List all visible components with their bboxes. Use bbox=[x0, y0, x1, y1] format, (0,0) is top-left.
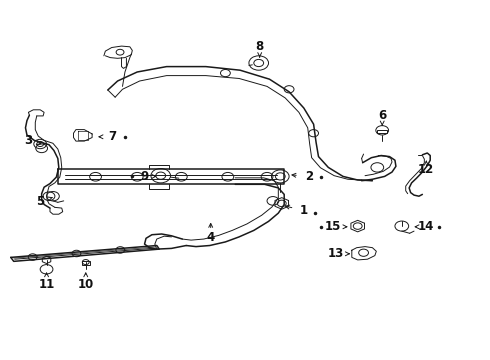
Text: 15: 15 bbox=[325, 220, 342, 233]
Text: 1: 1 bbox=[300, 204, 308, 217]
Text: 9: 9 bbox=[141, 170, 148, 183]
Text: 5: 5 bbox=[36, 195, 44, 208]
Text: 6: 6 bbox=[378, 109, 386, 122]
Text: 3: 3 bbox=[24, 134, 32, 147]
Text: 14: 14 bbox=[418, 220, 435, 233]
Bar bbox=[377, 130, 387, 133]
Text: 11: 11 bbox=[38, 278, 55, 291]
Text: 2: 2 bbox=[305, 170, 313, 183]
Text: 12: 12 bbox=[418, 163, 435, 176]
Text: 4: 4 bbox=[207, 231, 215, 244]
Text: 13: 13 bbox=[327, 247, 344, 260]
Text: 7: 7 bbox=[109, 130, 117, 143]
Text: 10: 10 bbox=[77, 278, 94, 291]
Text: 8: 8 bbox=[256, 40, 264, 53]
Bar bbox=[82, 261, 90, 265]
